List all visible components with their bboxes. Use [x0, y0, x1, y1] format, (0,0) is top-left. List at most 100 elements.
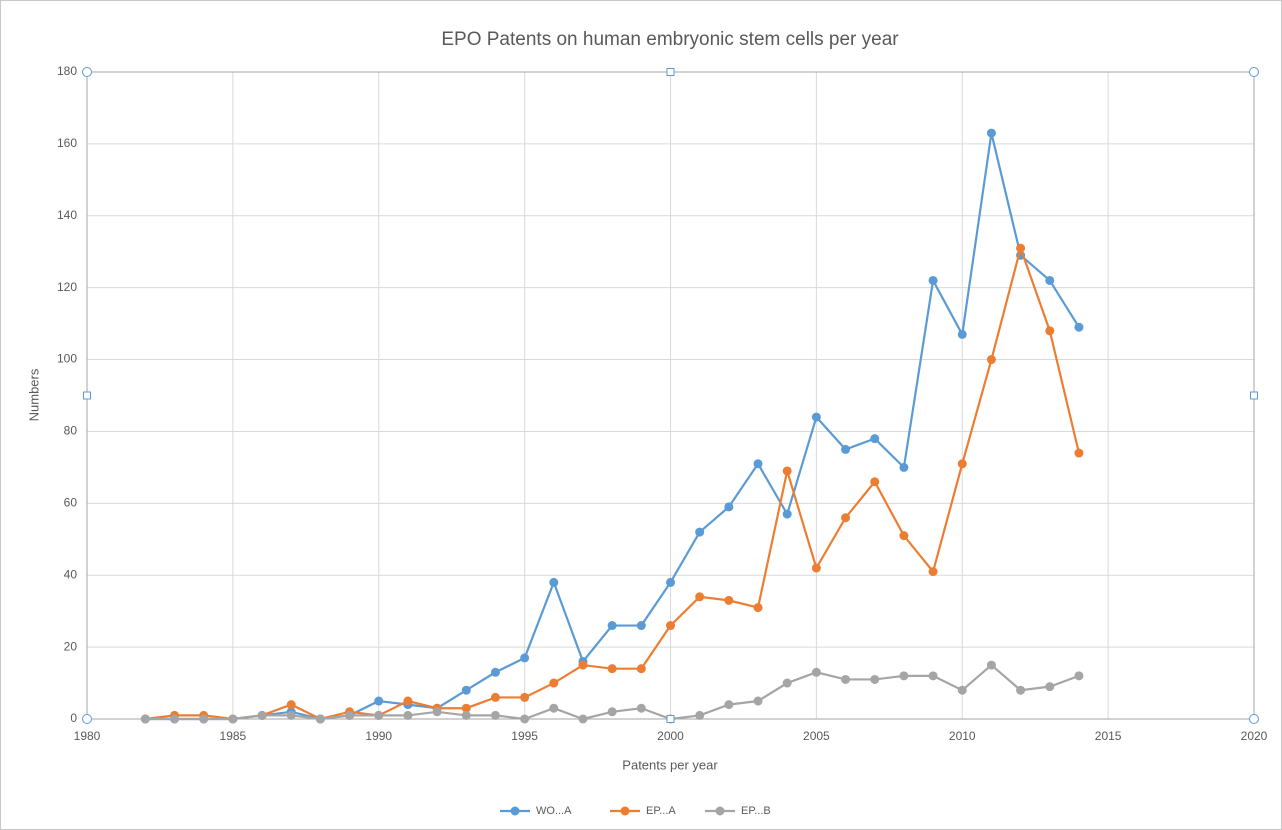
data-point	[724, 502, 734, 512]
data-point	[549, 577, 559, 587]
selection-handle	[1250, 391, 1258, 400]
data-point	[1016, 685, 1026, 695]
data-point	[724, 595, 734, 605]
data-point	[228, 714, 238, 724]
data-point	[1074, 322, 1084, 332]
data-point	[695, 527, 705, 537]
x-tick-label: 1995	[511, 729, 538, 743]
data-point	[957, 329, 967, 339]
data-point	[345, 710, 355, 720]
data-point	[636, 703, 646, 713]
data-point	[607, 707, 617, 717]
data-point	[1045, 682, 1055, 692]
data-point	[490, 667, 500, 677]
data-point	[403, 696, 413, 706]
data-point	[374, 696, 384, 706]
data-point	[695, 710, 705, 720]
data-point	[578, 714, 588, 724]
selection-handle	[82, 714, 92, 724]
data-point	[1016, 243, 1026, 253]
selection-handle	[1249, 67, 1259, 77]
y-tick-label: 100	[57, 352, 77, 366]
selection-handle	[666, 715, 675, 723]
data-point	[286, 700, 296, 710]
x-tick-label: 1990	[365, 729, 392, 743]
data-point	[403, 710, 413, 720]
y-tick-label: 160	[57, 136, 77, 150]
y-tick-label: 40	[64, 567, 78, 581]
legend-label: WO...A	[536, 805, 572, 817]
legend-marker	[620, 806, 630, 816]
data-point	[257, 710, 267, 720]
selection-handle	[666, 68, 675, 76]
data-point	[666, 621, 675, 631]
data-point	[782, 509, 792, 519]
data-point	[549, 678, 559, 688]
data-point	[986, 660, 996, 670]
data-point	[520, 653, 530, 663]
data-point	[1074, 448, 1084, 458]
x-tick-label: 2005	[803, 729, 830, 743]
data-point	[636, 621, 646, 631]
selection-handle	[82, 67, 92, 77]
legend-marker	[510, 806, 520, 816]
data-point	[782, 678, 792, 688]
x-tick-label: 2020	[1241, 729, 1268, 743]
data-point	[1045, 275, 1055, 285]
data-point	[549, 703, 559, 713]
data-point	[140, 714, 150, 724]
legend-label: EP...A	[646, 805, 676, 817]
data-point	[432, 707, 442, 717]
y-tick-label: 120	[57, 280, 77, 294]
y-tick-label: 0	[70, 711, 77, 725]
data-point	[315, 714, 325, 724]
data-point	[753, 696, 763, 706]
data-point	[753, 603, 763, 613]
data-point	[986, 128, 996, 138]
x-tick-label: 2000	[657, 729, 684, 743]
data-point	[1074, 671, 1084, 681]
selection-handle	[83, 391, 91, 400]
y-tick-label: 20	[64, 639, 78, 653]
data-point	[957, 459, 967, 469]
selection-handle	[1249, 714, 1259, 724]
data-point	[841, 674, 851, 684]
data-point	[520, 714, 530, 724]
data-point	[899, 671, 909, 681]
data-point	[841, 513, 851, 523]
legend-marker	[715, 806, 725, 816]
y-tick-label: 180	[57, 64, 77, 78]
data-point	[870, 674, 880, 684]
x-axis-label: Patents per year	[622, 757, 718, 772]
data-point	[811, 412, 821, 422]
data-point	[753, 459, 763, 469]
data-point	[666, 577, 675, 587]
data-point	[695, 592, 705, 602]
data-point	[170, 714, 180, 724]
y-axis-label: Numbers	[26, 368, 41, 421]
data-point	[957, 685, 967, 695]
y-tick-label: 60	[64, 496, 78, 510]
data-point	[199, 714, 209, 724]
data-point	[490, 710, 500, 720]
data-point	[607, 664, 617, 674]
data-point	[782, 466, 792, 476]
data-point	[636, 664, 646, 674]
data-point	[870, 477, 880, 487]
data-point	[870, 434, 880, 444]
data-point	[928, 275, 938, 285]
data-point	[461, 703, 471, 713]
data-point	[578, 660, 588, 670]
data-point	[986, 355, 996, 365]
data-point	[607, 621, 617, 631]
y-tick-label: 140	[57, 208, 77, 222]
data-point	[811, 563, 821, 573]
data-point	[520, 692, 530, 702]
data-point	[461, 685, 471, 695]
data-point	[841, 444, 851, 454]
chart-title: EPO Patents on human embryonic stem cell…	[441, 29, 899, 50]
data-point	[490, 692, 500, 702]
x-tick-label: 1980	[74, 729, 101, 743]
